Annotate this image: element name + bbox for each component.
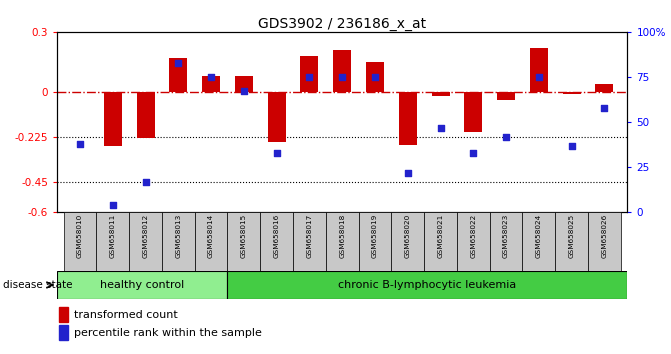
Point — [173, 60, 184, 65]
Text: GSM658015: GSM658015 — [241, 214, 247, 258]
Bar — [490, 212, 523, 271]
Point — [271, 150, 282, 156]
Title: GDS3902 / 236186_x_at: GDS3902 / 236186_x_at — [258, 17, 426, 31]
Point — [599, 105, 610, 110]
Bar — [530, 48, 548, 92]
Text: GSM658012: GSM658012 — [142, 214, 148, 258]
Bar — [235, 76, 253, 92]
Bar — [57, 271, 227, 299]
Bar — [326, 212, 358, 271]
Bar — [588, 212, 621, 271]
Point — [533, 74, 544, 80]
Bar — [595, 84, 613, 92]
Point — [435, 125, 446, 130]
Text: chronic B-lymphocytic leukemia: chronic B-lymphocytic leukemia — [338, 280, 517, 290]
Bar — [431, 92, 450, 96]
Bar — [333, 50, 351, 92]
Bar — [301, 56, 319, 92]
Point — [206, 74, 217, 80]
Bar — [268, 92, 286, 142]
Bar — [366, 62, 384, 92]
Point — [140, 179, 151, 184]
Bar — [523, 212, 556, 271]
Bar — [391, 212, 424, 271]
Point — [403, 170, 413, 176]
Text: GSM658020: GSM658020 — [405, 214, 411, 258]
Point — [107, 202, 118, 208]
Text: GSM658019: GSM658019 — [372, 214, 378, 258]
Bar — [358, 212, 391, 271]
Text: GSM658016: GSM658016 — [274, 214, 280, 258]
Text: GSM658010: GSM658010 — [77, 214, 83, 258]
Bar — [563, 92, 580, 94]
Bar — [227, 212, 260, 271]
Point — [501, 134, 511, 139]
Bar — [169, 58, 187, 92]
Text: disease state: disease state — [3, 280, 73, 290]
Bar — [464, 92, 482, 132]
Bar — [556, 212, 588, 271]
Bar — [136, 92, 154, 138]
Bar — [497, 92, 515, 100]
Bar — [162, 212, 195, 271]
Bar — [129, 212, 162, 271]
Bar — [202, 76, 220, 92]
Point — [370, 74, 380, 80]
Bar — [424, 212, 457, 271]
Bar — [457, 212, 490, 271]
Text: GSM658022: GSM658022 — [470, 214, 476, 258]
Bar — [293, 212, 326, 271]
Text: GSM658023: GSM658023 — [503, 214, 509, 258]
Text: GSM658021: GSM658021 — [437, 214, 444, 258]
Text: percentile rank within the sample: percentile rank within the sample — [74, 328, 262, 338]
Bar — [104, 92, 121, 146]
Point — [337, 74, 348, 80]
Point — [304, 74, 315, 80]
Text: transformed count: transformed count — [74, 309, 177, 320]
Bar — [260, 212, 293, 271]
Bar — [399, 92, 417, 145]
Text: GSM658026: GSM658026 — [601, 214, 607, 258]
Bar — [59, 307, 68, 322]
Text: GSM658014: GSM658014 — [208, 214, 214, 258]
Bar — [59, 325, 68, 340]
Text: GSM658024: GSM658024 — [536, 214, 542, 258]
Text: GSM658025: GSM658025 — [568, 214, 574, 258]
Text: GSM658017: GSM658017 — [307, 214, 313, 258]
Bar — [227, 271, 627, 299]
Point — [468, 150, 478, 156]
Point — [238, 88, 249, 94]
Bar — [97, 212, 129, 271]
Text: GSM658018: GSM658018 — [340, 214, 345, 258]
Point — [566, 143, 577, 148]
Bar — [195, 212, 227, 271]
Text: GSM658013: GSM658013 — [175, 214, 181, 258]
Point — [74, 141, 85, 147]
Bar — [64, 212, 97, 271]
Text: healthy control: healthy control — [100, 280, 185, 290]
Text: GSM658011: GSM658011 — [110, 214, 116, 258]
